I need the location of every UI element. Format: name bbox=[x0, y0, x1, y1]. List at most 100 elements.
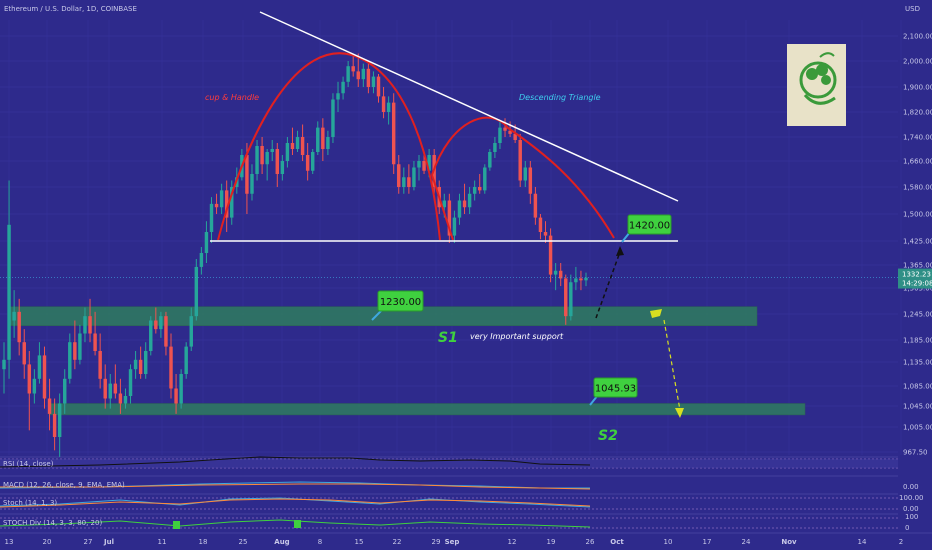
currency-label: USD bbox=[905, 5, 920, 13]
candle-body bbox=[316, 127, 320, 152]
candle-body bbox=[280, 161, 285, 174]
candle-body bbox=[381, 96, 386, 112]
candle-body bbox=[513, 133, 517, 140]
time-tick-label: 15 bbox=[355, 538, 364, 546]
time-tick-label: 14 bbox=[858, 538, 867, 546]
time-tick-label: 27 bbox=[84, 538, 93, 546]
candle-body bbox=[579, 278, 583, 281]
price-tick-label: 1,425.00 bbox=[903, 238, 932, 246]
candle-body bbox=[255, 146, 259, 174]
candle-body bbox=[356, 71, 360, 80]
candle-body bbox=[57, 403, 62, 437]
candle-body bbox=[427, 155, 431, 171]
candle-body bbox=[47, 398, 52, 414]
candle-body bbox=[103, 378, 107, 399]
projection-down-arrow bbox=[663, 319, 681, 411]
projection-up-arrow bbox=[595, 251, 621, 319]
svg-text:14:29:08: 14:29:08 bbox=[902, 280, 932, 288]
stoch-div-scale-high: 100 bbox=[905, 513, 918, 521]
candle-body bbox=[452, 217, 457, 236]
price-tick-label: 967.50 bbox=[903, 449, 928, 457]
price-tick-label: 1,660.00 bbox=[903, 158, 932, 166]
indicator-label-rsi: RSI (14, close) bbox=[3, 460, 54, 468]
candle-body bbox=[478, 187, 482, 191]
macd-signal bbox=[0, 483, 591, 490]
candle-body bbox=[321, 127, 325, 149]
candle-body bbox=[422, 161, 426, 171]
time-tick-label: 22 bbox=[393, 538, 402, 546]
handle-curve-left bbox=[431, 174, 454, 241]
candle-body bbox=[472, 187, 477, 194]
s1-tag: S1 bbox=[438, 330, 458, 346]
candle-body bbox=[159, 316, 163, 330]
candle-body bbox=[569, 282, 573, 317]
price-tick-label: 1,900.00 bbox=[903, 84, 932, 92]
macd-scale-zero: 0.00 bbox=[903, 483, 919, 491]
candle-body bbox=[63, 378, 67, 404]
candle-body bbox=[447, 200, 452, 236]
time-tick-label: 25 bbox=[239, 538, 248, 546]
projection-up-arrowhead bbox=[616, 246, 624, 256]
candle-body bbox=[169, 346, 173, 389]
logo bbox=[787, 44, 846, 126]
time-tick-label: 13 bbox=[5, 538, 14, 546]
candle-body bbox=[467, 193, 472, 208]
time-tick-label: 11 bbox=[158, 538, 167, 546]
candle-body bbox=[336, 93, 340, 100]
flag-marker bbox=[650, 309, 662, 318]
svg-text:1332.23: 1332.23 bbox=[902, 271, 931, 279]
price-tick-label: 2,100.00 bbox=[903, 33, 932, 41]
candle-body bbox=[128, 369, 133, 396]
candle-body bbox=[346, 66, 350, 82]
candle-body bbox=[528, 167, 533, 194]
candle-body bbox=[558, 270, 563, 279]
candle-body bbox=[493, 143, 497, 152]
candle-body bbox=[366, 68, 371, 87]
price-tick-label: 2,000.00 bbox=[903, 58, 932, 66]
time-axis: 13 20 27 Jul 11 18 25 Aug 8 15 22 29 Sep 12 19 26 Oct 10 1… bbox=[5, 538, 904, 546]
candle-body bbox=[442, 200, 447, 208]
candle-body bbox=[194, 266, 199, 317]
svg-text:1045.93: 1045.93 bbox=[595, 384, 636, 395]
projection-down-arrowhead bbox=[675, 408, 684, 418]
candle-body bbox=[462, 200, 467, 208]
candle-body bbox=[7, 224, 11, 360]
candle-body bbox=[78, 333, 82, 360]
candle-body bbox=[93, 333, 97, 351]
candle-body bbox=[138, 359, 143, 374]
candle-body bbox=[305, 155, 310, 171]
candle-body bbox=[498, 127, 502, 143]
candle-body bbox=[42, 355, 47, 399]
descending-triangle-label: Descending Triangle bbox=[519, 93, 601, 102]
cup-handle-label: cup & Handle bbox=[205, 93, 259, 102]
time-tick-label: 8 bbox=[318, 538, 322, 546]
stoch-div-line bbox=[0, 519, 591, 528]
candle-body bbox=[149, 320, 153, 351]
candle-body bbox=[553, 270, 558, 275]
candle-body bbox=[32, 378, 37, 394]
time-tick-label: Nov bbox=[781, 538, 797, 546]
candle-body bbox=[270, 149, 274, 152]
candle-body bbox=[179, 374, 183, 404]
candle-body bbox=[17, 311, 21, 343]
candle-body bbox=[37, 355, 42, 379]
candle-body bbox=[300, 137, 305, 155]
price-tick-label: 1,135.00 bbox=[903, 359, 932, 367]
time-tick-label: Jul bbox=[103, 538, 114, 546]
time-tick-label: 18 bbox=[199, 538, 208, 546]
candle-body bbox=[143, 351, 148, 374]
stoch-div-scale-low: 0 bbox=[905, 524, 909, 532]
price-tick-label: 1,740.00 bbox=[903, 134, 932, 142]
time-tick-label: 17 bbox=[703, 538, 712, 546]
candle-body bbox=[457, 200, 462, 218]
rsi-line bbox=[0, 456, 591, 468]
indicator-label-macd: MACD (12, 26, close, 9, EMA, EMA) bbox=[3, 481, 125, 489]
candle-body bbox=[275, 149, 280, 174]
candle-body bbox=[376, 76, 381, 97]
candle-body bbox=[584, 277, 588, 281]
candle-body bbox=[503, 127, 507, 131]
candle-body bbox=[295, 137, 300, 149]
time-tick-label: 2 bbox=[899, 538, 903, 546]
candle-body bbox=[118, 393, 123, 404]
